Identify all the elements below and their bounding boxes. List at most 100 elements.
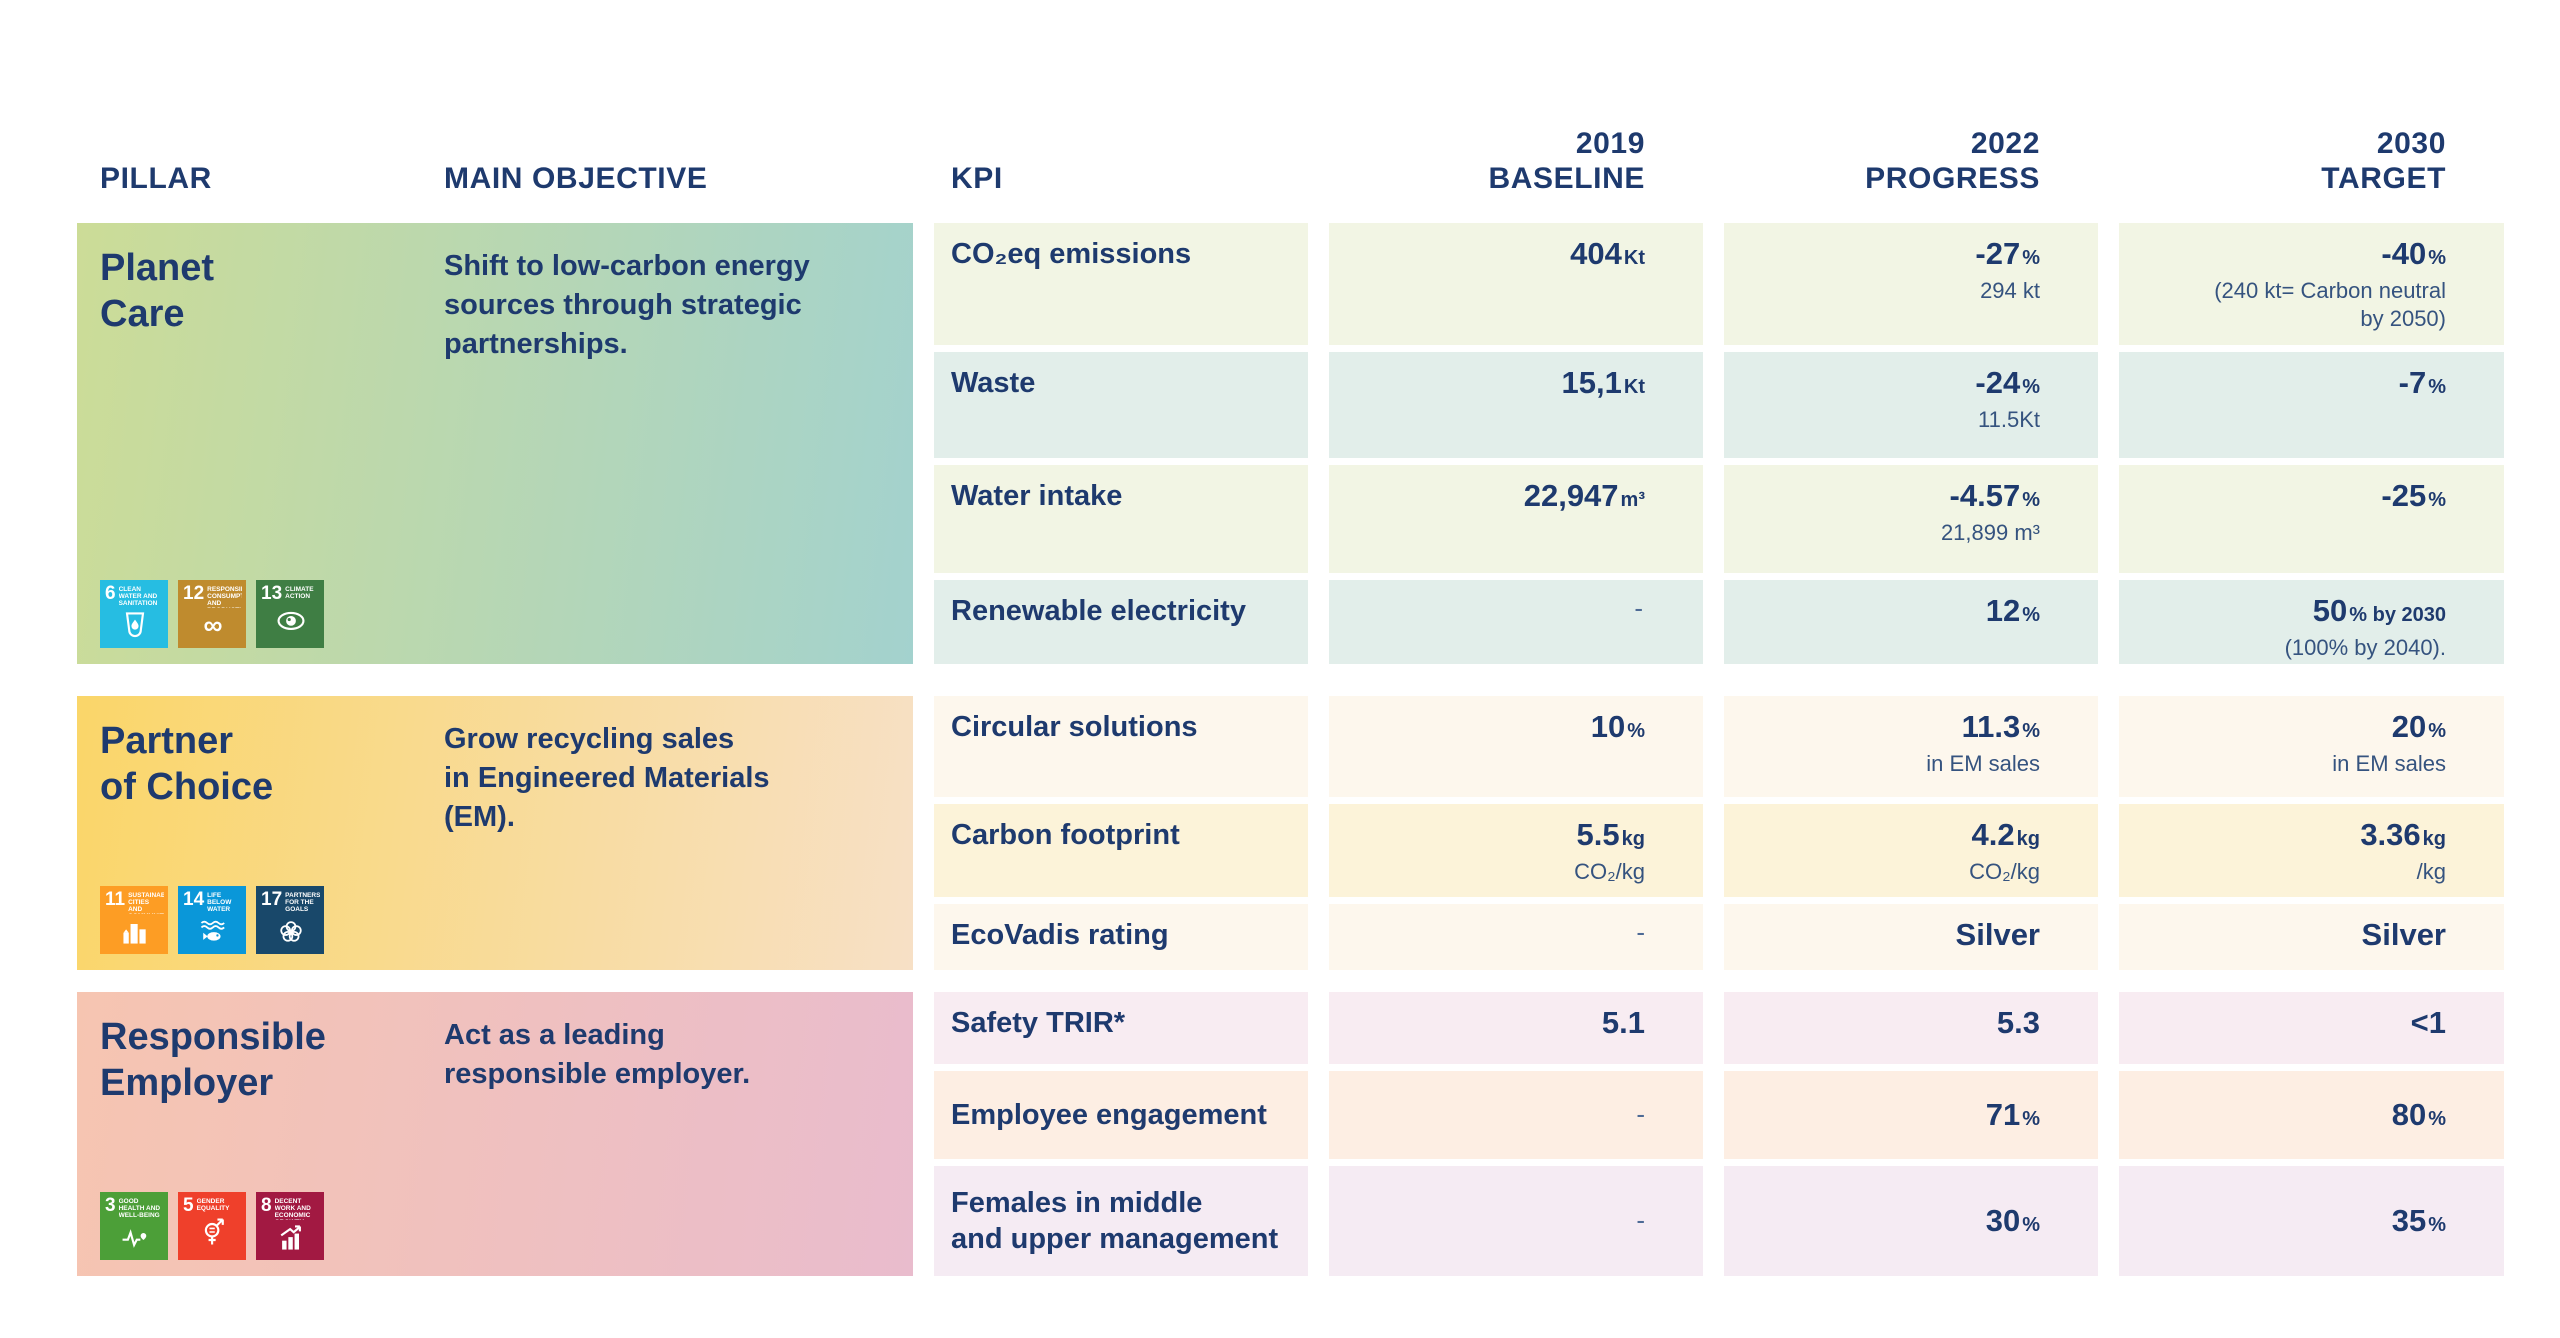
- target-cell: 20% in EM sales: [2119, 695, 2504, 797]
- sdg-label: GENDER EQUALITY: [196, 1197, 230, 1212]
- metric-value: 22,947 m³: [1523, 477, 1645, 513]
- metric-value: 30%: [1985, 1202, 2040, 1238]
- metric-value: -: [1636, 1205, 1645, 1236]
- pillar-block-partner-of-choice: Partner of Choice Grow recycling sales i…: [77, 695, 913, 970]
- sdg-label: LIFE BELOW WATER: [207, 891, 232, 914]
- metric-value: 12%: [1985, 592, 2040, 628]
- metric-subtext: in EM sales: [2332, 750, 2446, 776]
- kpi-co2eq-emissions: CO₂eq emissions: [934, 222, 1308, 345]
- metric-subtext: /kg: [2416, 858, 2446, 884]
- sdg-label: CLIMATE ACTION: [285, 585, 314, 600]
- metric-value: 5.1: [1601, 1004, 1645, 1040]
- kpi-label: EcoVadis rating: [951, 918, 1169, 951]
- sdg-label: RESPONSIBLE CONSUMPTION AND PRODUCTION: [207, 585, 242, 608]
- kpi-employee-engagement: Employee engagement: [934, 1070, 1308, 1159]
- kpi-waste: Waste: [934, 351, 1308, 458]
- progress-cell: Silver: [1724, 903, 2098, 970]
- target-cell: 50% by 2030 (100% by 2040).: [2119, 579, 2504, 664]
- kpi-carbon-footprint: Carbon footprint: [934, 803, 1308, 897]
- pillar-group-responsible-employer: Responsible Employer Act as a leading re…: [77, 991, 2504, 1276]
- sdg-number: 6: [105, 582, 116, 604]
- kpi-label: Circular solutions: [951, 710, 1198, 743]
- sdg-icons-row: 3 GOOD HEALTH AND WELL-BEING 5 GENDER EQUA…: [100, 1191, 324, 1260]
- progress-cell: 4.2 kg CO₂/kg: [1724, 803, 2098, 897]
- metric-value: -27%: [1975, 235, 2040, 271]
- baseline-cell: 5.1: [1329, 991, 1703, 1064]
- metric-value: 404 Kt: [1570, 235, 1645, 271]
- pillar-name: Responsible Employer: [100, 1015, 326, 1105]
- target-cell: 3.36 kg /kg: [2119, 803, 2504, 897]
- kpi-label: CO₂eq emissions: [951, 237, 1192, 270]
- sdg-tile-12: 12RESPONSIBLE CONSUMPTION AND PRODUCTION…: [178, 579, 246, 648]
- kpi-label: Renewable electricity: [951, 594, 1246, 627]
- sdg-6-clean-water-icon: [125, 612, 144, 638]
- sdg-number: 13: [261, 582, 283, 604]
- progress-cell: -27% 294 kt: [1724, 222, 2098, 345]
- progress-cell: 30%: [1724, 1165, 2098, 1276]
- metric-subtext: (240 kt= Carbon neutral by 2050): [2214, 277, 2446, 331]
- sdg-label: GOOD HEALTH AND WELL-BEING: [118, 1197, 161, 1220]
- metric-value: -25%: [2381, 477, 2446, 513]
- sdg-number: 14: [183, 888, 205, 910]
- sdg-14-life-below-water-icon: [200, 920, 225, 941]
- sdg-label: SUSTAINABLE CITIES AND COMMUNITIES: [128, 891, 164, 914]
- progress-cell: 5.3: [1724, 991, 2098, 1064]
- target-cell: 80%: [2119, 1070, 2504, 1159]
- kpi-label: Safety TRIR*: [951, 1006, 1126, 1039]
- kpi-label: Water intake: [951, 479, 1123, 512]
- pillar-objective: Shift to low-carbon energy sources throu…: [444, 249, 810, 361]
- metric-value: -: [1634, 592, 1643, 623]
- metric-value: 50% by 2030: [2312, 592, 2446, 628]
- metric-subtext: in EM sales: [1926, 750, 2040, 776]
- sdg-label: CLEAN WATER AND SANITATION: [118, 585, 158, 608]
- target-cell: <1: [2119, 991, 2504, 1064]
- kpi-water-intake: Water intake: [934, 464, 1308, 573]
- sdg-tile-3: 3 GOOD HEALTH AND WELL-BEING: [100, 1191, 168, 1260]
- metric-value: 20%: [2391, 708, 2446, 744]
- kpi-label: Waste: [951, 366, 1036, 399]
- sdg-5-gender-equality-icon: [204, 1218, 224, 1245]
- metric-value: <1: [2410, 1004, 2446, 1040]
- progress-cell: 12%: [1724, 579, 2098, 664]
- metric-value: -4.57%: [1949, 477, 2040, 513]
- metric-subtext: 11.5Kt: [1978, 406, 2040, 432]
- column-header-2022-progress: 2022 PROGRESS: [1865, 127, 2040, 196]
- metric-value: 80%: [2391, 1096, 2446, 1132]
- kpi-label: Females in middle and upper management: [951, 1186, 1279, 1255]
- metric-value: 11.3%: [1961, 708, 2040, 744]
- sdg-17-partnerships-icon: [279, 921, 302, 942]
- progress-cell: 11.3% in EM sales: [1724, 695, 2098, 797]
- svg-text:∞: ∞: [203, 610, 222, 640]
- metric-value: -40%: [2381, 235, 2446, 271]
- metric-value: 10%: [1590, 708, 1645, 744]
- target-cell: Silver: [2119, 903, 2504, 970]
- metric-value: 3.36 kg: [2360, 816, 2446, 852]
- progress-cell: -24% 11.5Kt: [1724, 351, 2098, 458]
- target-cell: -40% (240 kt= Carbon neutral by 2050): [2119, 222, 2504, 345]
- baseline-cell: -: [1329, 1070, 1703, 1159]
- sdg-3-good-health-icon: [122, 1229, 146, 1249]
- sdg-label: PARTNERSHIPS FOR THE GOALS: [285, 891, 320, 914]
- sdg-number: 11: [105, 888, 126, 910]
- metric-value: 5.3: [1996, 1004, 2040, 1040]
- pillar-block-planet-care: Planet Care Shift to low-carbon energy s…: [77, 222, 913, 664]
- column-header-main-objective: MAIN OBJECTIVE: [444, 162, 708, 196]
- kpi-females-in-management: Females in middle and upper management: [934, 1165, 1308, 1276]
- baseline-cell: 404 Kt: [1329, 222, 1703, 345]
- baseline-cell: -: [1329, 903, 1703, 970]
- sdg-12-infinity-icon: ∞: [203, 610, 222, 640]
- sdg-11-cities-icon: [122, 923, 146, 944]
- sdg-tile-13: 13 CLIMATE ACTION: [256, 579, 324, 648]
- metric-subtext: 294 kt: [1980, 277, 2040, 303]
- sdg-number: 3: [105, 1194, 116, 1216]
- metric-value: 35%: [2391, 1202, 2446, 1238]
- pillar-name: Partner of Choice: [100, 719, 274, 809]
- baseline-cell: 22,947 m³: [1329, 464, 1703, 573]
- kpi-label: Employee engagement: [951, 1098, 1267, 1131]
- metric-value: 4.2 kg: [1971, 816, 2040, 852]
- target-cell: -25%: [2119, 464, 2504, 573]
- target-cell: 35%: [2119, 1165, 2504, 1276]
- table-header-row: PILLAR MAIN OBJECTIVE KPI 2019 BASELINE …: [77, 126, 2504, 197]
